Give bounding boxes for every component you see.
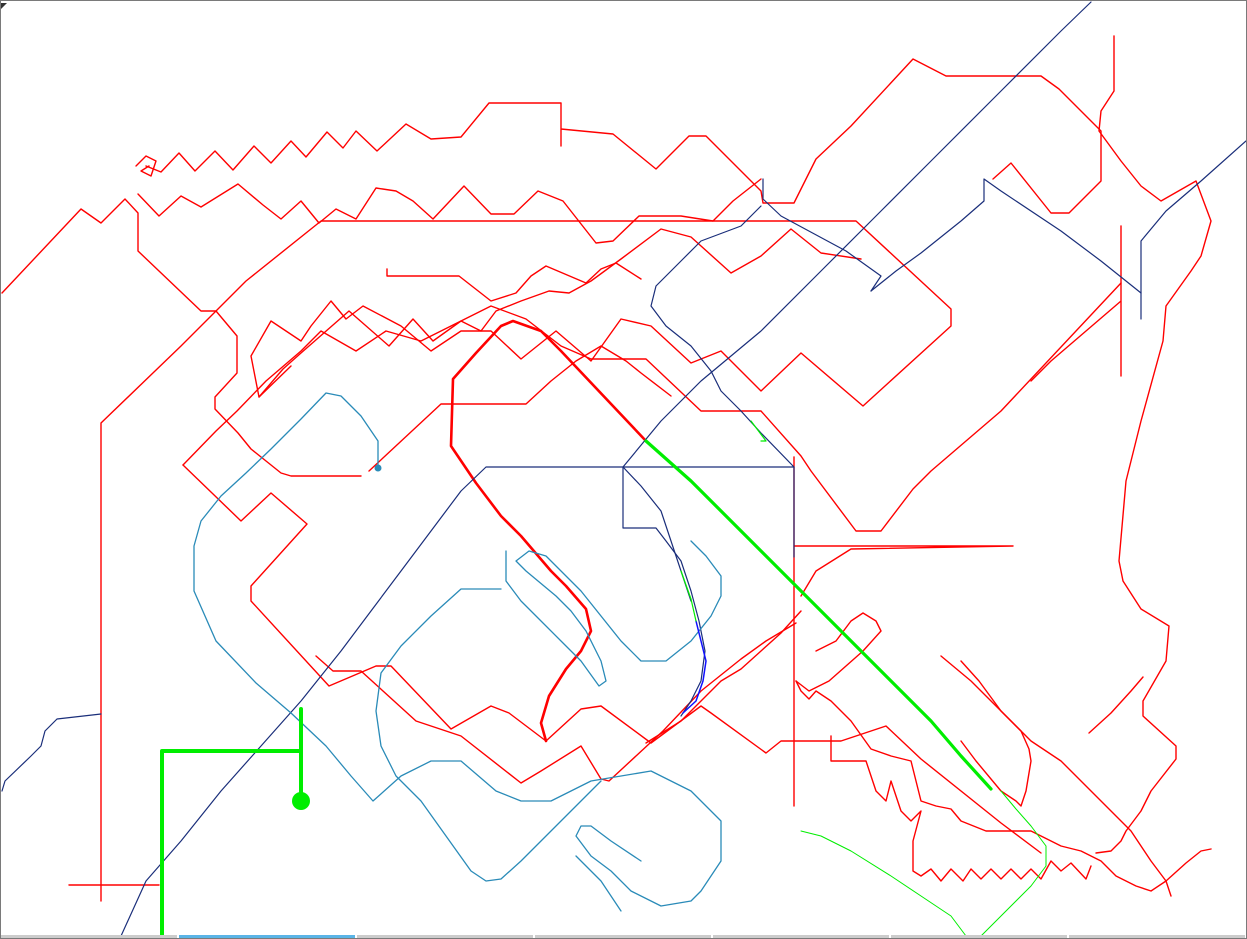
scroll-segment-gap	[177, 935, 179, 938]
scroll-segment-5[interactable]	[713, 935, 889, 938]
red-route-east-squiggle[interactable]	[795, 612, 882, 692]
red-route-highlighted[interactable]	[449, 319, 648, 743]
scroll-segment-gap	[1067, 935, 1069, 938]
cursor-icon	[1, 3, 7, 9]
red-route-middle-band[interactable]	[100, 220, 952, 902]
teal-route-tail[interactable]	[575, 855, 622, 912]
scroll-segment-4[interactable]	[535, 935, 711, 938]
navy-route-top-hook[interactable]	[762, 178, 882, 292]
red-route-upper-spur[interactable]	[386, 262, 642, 302]
scroll-segment-gap	[889, 935, 891, 938]
red-routes	[1, 35, 1212, 902]
red-route-southeast-diagonal[interactable]	[940, 655, 1172, 897]
red-route-southeast-jagged[interactable]	[795, 680, 1212, 892]
red-route-top-zigzag-1[interactable]	[145, 58, 1102, 214]
red-route-east-short[interactable]	[1030, 225, 1122, 382]
scroll-segment-gap	[533, 935, 535, 938]
navy-route-middle[interactable]	[622, 205, 795, 717]
bottom-scroll-strip[interactable]	[1, 935, 1246, 938]
green-route-thin-southeast[interactable]	[800, 790, 1047, 937]
green-route-thin-mid[interactable]	[680, 570, 697, 622]
red-route-lower-connector[interactable]	[645, 610, 802, 744]
red-route-east-spur[interactable]	[1088, 676, 1144, 734]
red-route-southeast-tail[interactable]	[960, 660, 1032, 807]
red-route-left-loop[interactable]	[182, 464, 1042, 854]
red-route-jagged-lower[interactable]	[830, 735, 1092, 882]
blue-route-segment[interactable]	[682, 620, 707, 714]
navy-route-inner[interactable]	[622, 466, 692, 602]
red-route-small-curl[interactable]	[135, 155, 157, 177]
green-route-bottom-left[interactable]	[160, 707, 303, 938]
navy-route-east-hook[interactable]	[870, 178, 1142, 294]
teal-route-north-loop[interactable]	[193, 392, 722, 907]
red-route-right-vertical[interactable]	[1095, 35, 1212, 854]
red-route-center-inner[interactable]	[368, 345, 672, 472]
red-route-top-loop[interactable]	[1, 198, 362, 477]
red-route-top-zigzag-2[interactable]	[137, 178, 762, 244]
scroll-segment-2[interactable]	[179, 935, 355, 938]
teal-route-endpoint[interactable]	[374, 464, 382, 472]
teal-routes	[193, 392, 722, 912]
green-route-thin-upper[interactable]	[750, 420, 767, 442]
teal-route-south-loop[interactable]	[375, 588, 602, 882]
scroll-segment-1[interactable]	[1, 935, 177, 938]
scroll-segment-6[interactable]	[891, 935, 1067, 938]
red-route-center-loop[interactable]	[182, 282, 1122, 532]
navy-route-east-diagonal[interactable]	[1140, 140, 1246, 320]
red-route-vertical-branch[interactable]	[793, 456, 1014, 807]
navy-route-left-edge[interactable]	[1, 713, 102, 792]
navy-route-long-diagonal[interactable]	[120, 1, 1092, 937]
red-route-middle-zigzag[interactable]	[258, 228, 862, 398]
scroll-segment-gap	[355, 935, 357, 938]
scroll-segment-7[interactable]	[1069, 935, 1245, 938]
scroll-segment-3[interactable]	[357, 935, 533, 938]
teal-route-center-loop[interactable]	[505, 540, 722, 687]
scroll-segment-gap	[711, 935, 713, 938]
green-route-station[interactable]	[292, 792, 310, 810]
green-route-main-diagonal[interactable]	[644, 439, 993, 791]
